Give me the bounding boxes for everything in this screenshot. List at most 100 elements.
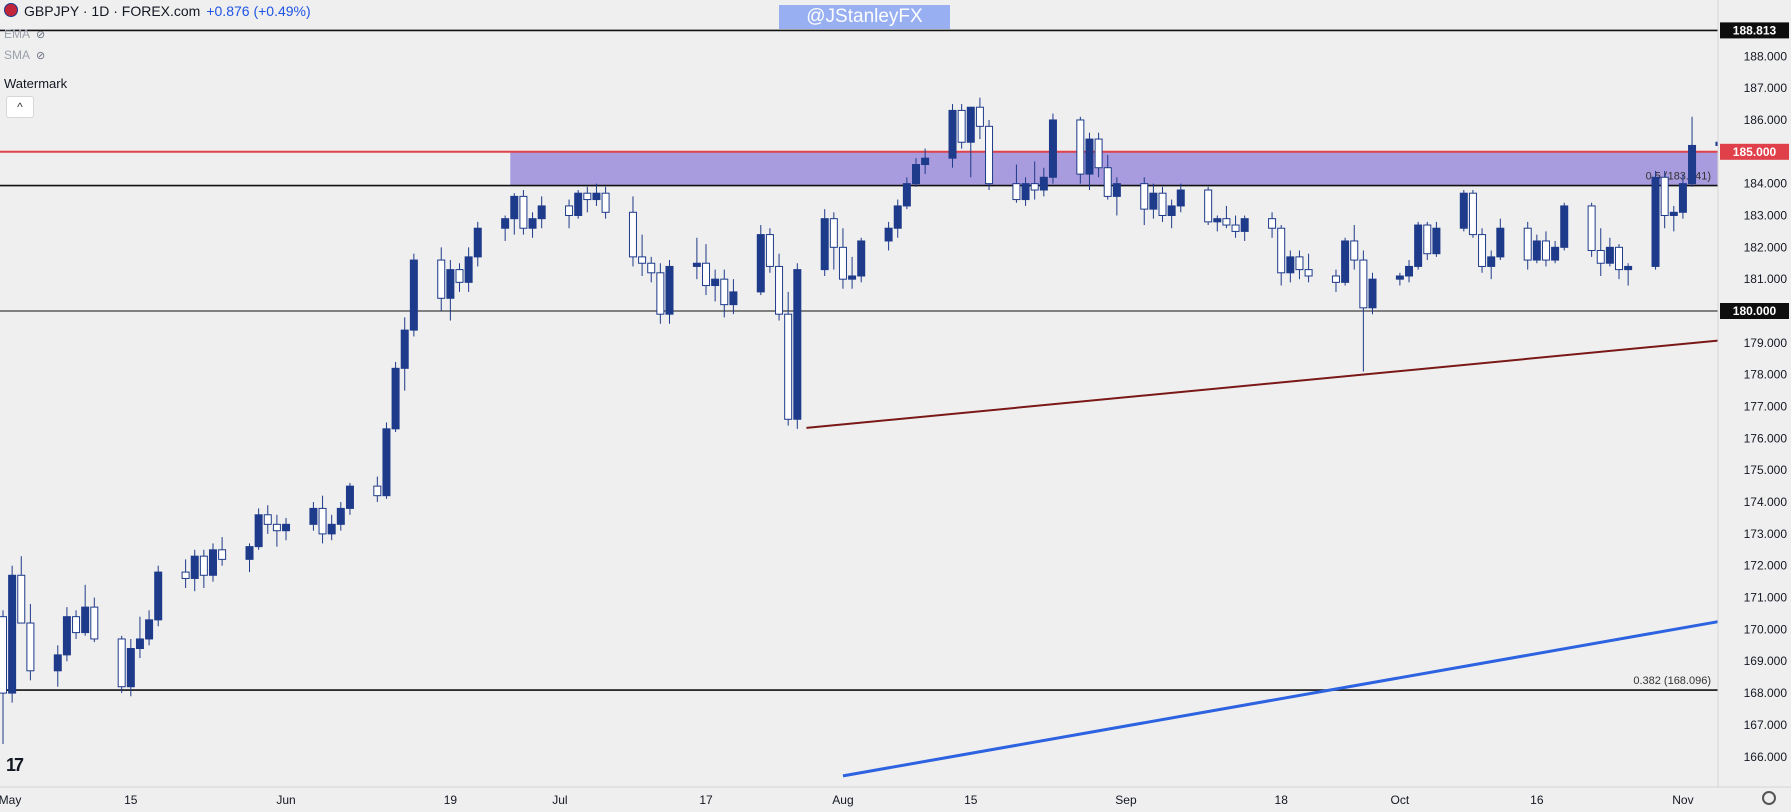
candle-body[interactable] — [1688, 144, 1697, 185]
candle-body[interactable] — [1660, 176, 1669, 216]
candle-body[interactable] — [784, 313, 793, 420]
candle-body[interactable] — [1304, 269, 1313, 277]
candle-body[interactable] — [1167, 205, 1176, 216]
candle-body[interactable] — [884, 227, 893, 242]
candle-body[interactable] — [574, 192, 583, 216]
candle-body[interactable] — [1213, 218, 1222, 223]
candle-body[interactable] — [62, 616, 71, 656]
candle-body[interactable] — [902, 183, 911, 207]
candle-body[interactable] — [135, 638, 144, 650]
candle-body[interactable] — [373, 485, 382, 497]
candle-body[interactable] — [838, 246, 847, 280]
candle-body[interactable] — [1222, 218, 1231, 226]
candle-body[interactable] — [912, 164, 920, 185]
candle-body[interactable] — [1596, 250, 1605, 264]
candle-body[interactable] — [327, 523, 336, 535]
candle-body[interactable] — [126, 648, 135, 688]
candle-body[interactable] — [318, 507, 327, 535]
candle-body[interactable] — [345, 485, 354, 509]
candle-body[interactable] — [519, 195, 528, 229]
candle-body[interactable] — [181, 571, 190, 579]
candle-body[interactable] — [1268, 218, 1277, 229]
collapse-legend-button[interactable]: ^ — [6, 96, 34, 118]
candle-body[interactable] — [1651, 176, 1660, 267]
candle-body[interactable] — [1496, 227, 1505, 258]
candle-body[interactable] — [601, 192, 610, 213]
candle-body[interactable] — [638, 256, 647, 264]
candle-body[interactable] — [1432, 227, 1441, 255]
candle-body[interactable] — [1395, 275, 1404, 280]
candle-body[interactable] — [1551, 246, 1560, 261]
candle-body[interactable] — [1587, 205, 1596, 252]
candle-body[interactable] — [583, 192, 592, 201]
candle-body[interactable] — [8, 574, 17, 694]
candle-body[interactable] — [90, 606, 99, 640]
candle-body[interactable] — [1331, 275, 1340, 283]
candle-body[interactable] — [272, 523, 281, 532]
candle-body[interactable] — [409, 259, 418, 331]
candle-body[interactable] — [1368, 278, 1377, 309]
watermark-indicator-label[interactable]: Watermark — [4, 76, 68, 91]
candle-body[interactable] — [1021, 183, 1030, 201]
candle-body[interactable] — [254, 514, 263, 548]
candle-body[interactable] — [692, 262, 701, 267]
candle-body[interactable] — [975, 106, 984, 127]
candle-body[interactable] — [1459, 192, 1468, 229]
candle-body[interactable] — [1112, 183, 1121, 197]
candle-body[interactable] — [218, 549, 227, 560]
candle-body[interactable] — [592, 192, 601, 201]
candle-body[interactable] — [1468, 192, 1477, 236]
candle-body[interactable] — [190, 555, 199, 579]
candle-body[interactable] — [1103, 167, 1112, 197]
candle-body[interactable] — [72, 616, 81, 634]
candle-body[interactable] — [775, 265, 784, 315]
candle-body[interactable] — [17, 574, 26, 624]
candle-body[interactable] — [455, 269, 464, 283]
candle-body[interactable] — [510, 195, 519, 220]
trendline-brown[interactable] — [806, 339, 1719, 429]
candle-body[interactable] — [464, 256, 473, 283]
candle-body[interactable] — [1669, 211, 1678, 216]
candle-body[interactable] — [0, 616, 7, 694]
candle-body[interactable] — [765, 234, 774, 267]
candle-body[interactable] — [336, 507, 345, 525]
candle-body[interactable] — [756, 234, 765, 293]
candle-body[interactable] — [309, 507, 318, 525]
candle-body[interactable] — [729, 291, 738, 306]
candle-body[interactable] — [1085, 138, 1094, 175]
candle-body[interactable] — [154, 571, 163, 621]
candle-body[interactable] — [437, 259, 446, 299]
candle-body[interactable] — [382, 428, 391, 497]
candle-body[interactable] — [1030, 183, 1039, 191]
candle-body[interactable] — [400, 329, 409, 369]
candle-body[interactable] — [245, 546, 254, 560]
candle-body[interactable] — [1350, 240, 1359, 261]
candle-body[interactable] — [81, 606, 90, 634]
candle-body[interactable] — [1176, 189, 1185, 207]
candle-body[interactable] — [1523, 227, 1532, 261]
candle-body[interactable] — [1678, 183, 1687, 213]
trendline-blue[interactable] — [842, 620, 1719, 778]
candle-body[interactable] — [117, 638, 126, 688]
candle-body[interactable] — [957, 109, 966, 143]
candle-body[interactable] — [1414, 224, 1423, 267]
indicator-sma[interactable]: SMA ⊘ — [4, 48, 45, 62]
candle-body[interactable] — [665, 265, 674, 315]
candle-body[interactable] — [985, 125, 994, 185]
candle-body[interactable] — [1295, 256, 1304, 271]
indicator-ema[interactable]: EMA ⊘ — [4, 27, 45, 41]
candle-body[interactable] — [1541, 240, 1550, 261]
eye-hidden-icon[interactable]: ⊘ — [36, 29, 46, 41]
settings-gear-icon[interactable] — [1762, 791, 1776, 805]
candle-body[interactable] — [1624, 265, 1633, 271]
candle-body[interactable] — [848, 275, 857, 280]
candle-body[interactable] — [145, 619, 154, 640]
candle-body[interactable] — [1605, 246, 1614, 264]
candle-body[interactable] — [1231, 224, 1240, 232]
candle-body[interactable] — [656, 272, 665, 315]
candle-body[interactable] — [628, 211, 637, 258]
symbol-title[interactable]: GBPJPY · 1D · FOREX.com — [24, 3, 201, 19]
candle-body[interactable] — [1532, 240, 1541, 261]
resistance-zone[interactable] — [510, 151, 1718, 186]
